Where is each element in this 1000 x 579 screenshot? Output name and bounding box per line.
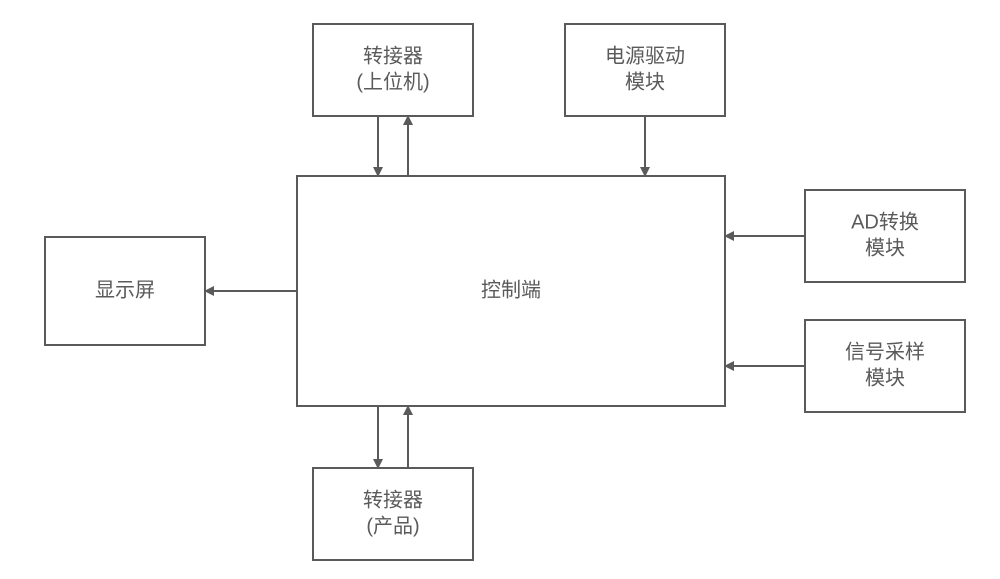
node-power-label-0: 电源驱动 <box>605 44 685 67</box>
node-signal: 信号采样模块 <box>805 320 965 412</box>
node-controller-label-0: 控制端 <box>481 278 541 301</box>
node-display-label-0: 显示屏 <box>95 279 155 301</box>
node-adapter_prod-label-0: 转接器 <box>363 488 423 511</box>
nodes: 显示屏转接器(上位机)电源驱动模块控制端AD转换模块信号采样模块转接器(产品) <box>45 24 965 560</box>
node-display: 显示屏 <box>45 237 205 345</box>
node-adapter_host-label-0: 转接器 <box>363 44 423 67</box>
node-signal-label-1: 模块 <box>865 366 905 389</box>
node-ad: AD转换模块 <box>805 190 965 282</box>
node-adapter_host-label-1: (上位机) <box>356 70 429 93</box>
node-power: 电源驱动模块 <box>565 24 725 116</box>
node-adapter_prod: 转接器 (产品) <box>313 468 473 560</box>
node-adapter_host: 转接器 (上位机) <box>313 24 473 116</box>
node-ad-label-0: AD转换 <box>851 210 919 233</box>
node-controller: 控制端 <box>297 176 725 406</box>
block-diagram: 显示屏转接器(上位机)电源驱动模块控制端AD转换模块信号采样模块转接器(产品) <box>0 0 1000 579</box>
node-ad-label-1: 模块 <box>865 236 905 259</box>
node-signal-label-0: 信号采样 <box>845 340 925 363</box>
node-adapter_prod-label-1: (产品) <box>366 514 419 537</box>
node-power-label-1: 模块 <box>625 70 665 93</box>
